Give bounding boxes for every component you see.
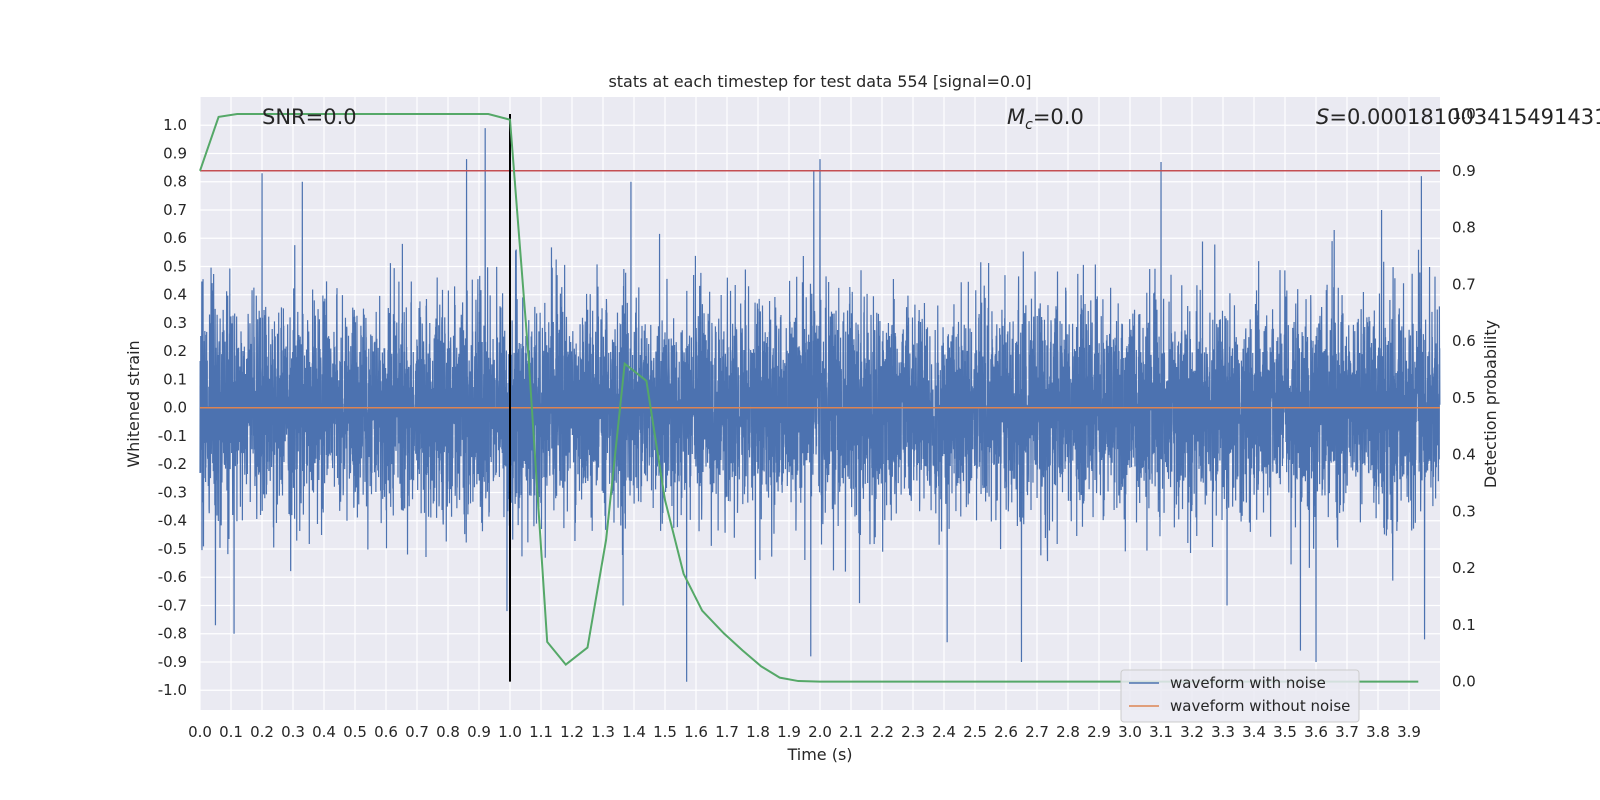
- left-tick-label: -0.7: [158, 596, 187, 614]
- x-tick-label: 2.8: [1056, 723, 1080, 741]
- x-tick-label: 1.1: [529, 723, 553, 741]
- x-tick-label: 3.1: [1149, 723, 1173, 741]
- right-axis-ticks: 0.0 0.1 0.2 0.3 0.4 0.5 0.6 0.7 0.8 0.9 1.0: [1452, 105, 1476, 691]
- left-tick-label: 0.4: [163, 286, 187, 304]
- legend-label-waveform-with-noise: waveform with noise: [1170, 674, 1326, 692]
- chirp-mass-value: =0.0: [1033, 105, 1084, 129]
- x-tick-label: 2.9: [1087, 723, 1111, 741]
- right-tick-label: 0.4: [1452, 446, 1476, 464]
- x-tick-label: 0.1: [219, 723, 243, 741]
- left-tick-label: 0.1: [163, 370, 187, 388]
- left-tick-label: 1.0: [163, 116, 187, 134]
- x-tick-label: 2.2: [870, 723, 894, 741]
- right-tick-label: 0.5: [1452, 389, 1476, 407]
- left-tick-label: -0.3: [158, 483, 187, 501]
- right-axis-label: Detection probability: [1481, 320, 1500, 488]
- left-tick-label: 0.2: [163, 342, 187, 360]
- left-tick-label: -0.1: [158, 427, 187, 445]
- x-tick-label: 3.4: [1242, 723, 1266, 741]
- snr-annotation: SNR=0.0: [262, 105, 357, 129]
- left-tick-label: 0.3: [163, 314, 187, 332]
- x-tick-label: 0.2: [250, 723, 274, 741]
- left-tick-label: 0.7: [163, 201, 187, 219]
- left-tick-label: -0.6: [158, 568, 187, 586]
- right-tick-label: 0.2: [1452, 559, 1476, 577]
- x-axis-label: Time (s): [786, 745, 852, 764]
- x-tick-label: 1.6: [684, 723, 708, 741]
- left-tick-label: 0.6: [163, 229, 187, 247]
- left-tick-label: -0.9: [158, 653, 187, 671]
- x-tick-label: 1.8: [746, 723, 770, 741]
- left-tick-label: 0.9: [163, 144, 187, 162]
- left-tick-label: -1.0: [158, 681, 187, 699]
- left-axis-label: Whitened strain: [124, 340, 143, 467]
- right-tick-label: 0.9: [1452, 162, 1476, 180]
- right-tick-label: 0.6: [1452, 332, 1476, 350]
- x-tick-label: 3.5: [1273, 723, 1297, 741]
- right-tick-label: 0.3: [1452, 502, 1476, 520]
- x-tick-label: 0.5: [343, 723, 367, 741]
- x-tick-label: 2.5: [963, 723, 987, 741]
- left-tick-label: -0.2: [158, 455, 187, 473]
- x-tick-label: 2.6: [994, 723, 1018, 741]
- x-tick-label: 1.5: [653, 723, 677, 741]
- x-tick-label: 0.4: [312, 723, 336, 741]
- x-tick-label: 3.6: [1304, 723, 1328, 741]
- series-waveform-with-noise: [199, 128, 1441, 682]
- x-tick-label: 2.4: [932, 723, 956, 741]
- x-tick-label: 3.0: [1118, 723, 1142, 741]
- left-tick-label: -0.5: [158, 540, 187, 558]
- x-tick-label: 1.4: [622, 723, 646, 741]
- right-tick-label: 0.8: [1452, 219, 1476, 237]
- right-tick-label: 0.7: [1452, 275, 1476, 293]
- x-tick-label: 1.7: [715, 723, 739, 741]
- right-tick-label: 1.0: [1452, 105, 1476, 123]
- s-symbol: S: [1316, 105, 1329, 129]
- x-tick-label: 1.0: [498, 723, 522, 741]
- x-tick-label: 0.8: [436, 723, 460, 741]
- x-tick-label: 1.9: [777, 723, 801, 741]
- legend-label-waveform-without-noise: waveform without noise: [1170, 697, 1350, 715]
- x-tick-label: 3.3: [1211, 723, 1235, 741]
- chirp-mass-symbol: M: [1007, 105, 1025, 129]
- x-tick-label: 2.1: [839, 723, 863, 741]
- s-value: =0.000181003415491431: [1329, 105, 1600, 129]
- x-tick-label: 0.7: [405, 723, 429, 741]
- x-tick-label: 0.0: [188, 723, 212, 741]
- x-tick-label: 0.9: [467, 723, 491, 741]
- x-tick-label: 1.3: [591, 723, 615, 741]
- s-annotation: S=0.000181003415491431: [1316, 105, 1600, 129]
- chirp-mass-annotation: Mc=0.0: [1007, 105, 1084, 133]
- left-tick-label: 0.5: [163, 257, 187, 275]
- x-tick-label: 3.7: [1335, 723, 1359, 741]
- left-tick-label: 0.0: [163, 399, 187, 417]
- chart-title: stats at each timestep for test data 554…: [608, 72, 1031, 91]
- left-tick-label: -0.8: [158, 625, 187, 643]
- x-tick-label: 2.7: [1025, 723, 1049, 741]
- x-tick-label: 2.0: [808, 723, 832, 741]
- left-tick-label: -0.4: [158, 512, 187, 530]
- left-axis-ticks: -1.0 -0.9 -0.8 -0.7 -0.6 -0.5 -0.4 -0.3 -0.2 -0.1…: [158, 116, 187, 699]
- legend: waveform with noise waveform without noi…: [1120, 669, 1360, 723]
- left-tick-label: 0.8: [163, 173, 187, 191]
- x-tick-label: 1.2: [560, 723, 584, 741]
- x-tick-label: 0.6: [374, 723, 398, 741]
- x-axis-ticks: 0.0 0.1 0.2 0.3 0.4 0.5 0.6 0.7 0.8 0.9 1.0 1.1 1.2 1…: [188, 723, 1421, 741]
- x-tick-label: 3.8: [1366, 723, 1390, 741]
- legend-box: [1120, 669, 1360, 723]
- right-tick-label: 0.1: [1452, 616, 1476, 634]
- x-tick-label: 0.3: [281, 723, 305, 741]
- x-tick-label: 3.2: [1180, 723, 1204, 741]
- x-tick-label: 3.9: [1397, 723, 1421, 741]
- chirp-mass-subscript: c: [1025, 117, 1033, 133]
- right-tick-label: 0.0: [1452, 673, 1476, 691]
- x-tick-label: 2.3: [901, 723, 925, 741]
